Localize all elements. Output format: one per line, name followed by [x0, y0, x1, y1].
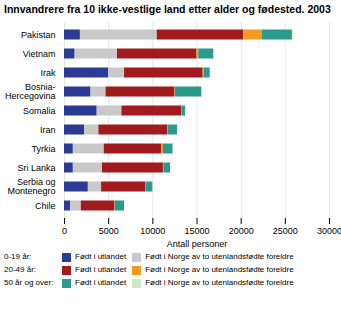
svg-text:Vietnam: Vietnam	[23, 49, 56, 59]
html-text:50 år og over:: 50 år og over:	[4, 278, 54, 287]
svg-text:15000: 15000	[184, 226, 209, 236]
svg-text:Sri Lanka: Sri Lanka	[17, 163, 55, 173]
svg-text:10000: 10000	[140, 226, 165, 236]
svg-text:Somalia: Somalia	[23, 106, 56, 116]
svg-text:Tyrkia: Tyrkia	[31, 144, 55, 154]
html-text:Født i Norge av to utenlandsfø: Født i Norge av to utenlandsfødte foreld…	[145, 265, 294, 274]
svg-text:Pakistan: Pakistan	[21, 30, 56, 40]
html-text:Født i utlandet: Født i utlandet	[75, 252, 127, 261]
svg-text:5000: 5000	[99, 226, 119, 236]
html-text:Født i utlandet: Født i utlandet	[75, 278, 127, 287]
svg-text:20000: 20000	[229, 226, 254, 236]
svg-text:30000: 30000	[317, 226, 341, 236]
html-text:Født i utlandet: Født i utlandet	[75, 265, 127, 274]
html-text:Født i Norge av to utenlandsfø: Født i Norge av to utenlandsfødte foreld…	[145, 278, 294, 287]
html-text:Innvandrere fra 10 ikke-vestli: Innvandrere fra 10 ikke-vestlige land et…	[4, 3, 331, 15]
html-text:0-19 år:: 0-19 år:	[4, 252, 32, 261]
svg-text:Bosnia-Hercegovina: Bosnia-Hercegovina	[5, 82, 56, 101]
svg-text:0: 0	[62, 226, 67, 236]
html-text:Født i Norge av to utenlandsfø: Født i Norge av to utenlandsfødte foreld…	[145, 252, 294, 261]
html-text:20-49 år:: 20-49 år:	[4, 265, 36, 274]
svg-text:Irak: Irak	[40, 68, 56, 78]
svg-text:Chile: Chile	[35, 201, 56, 211]
svg-text:Iran: Iran	[40, 125, 56, 135]
svg-text:Antall personer: Antall personer	[167, 239, 228, 249]
svg-text:Serbia ogMontenegro: Serbia ogMontenegro	[7, 177, 55, 196]
svg-text:25000: 25000	[273, 226, 298, 236]
